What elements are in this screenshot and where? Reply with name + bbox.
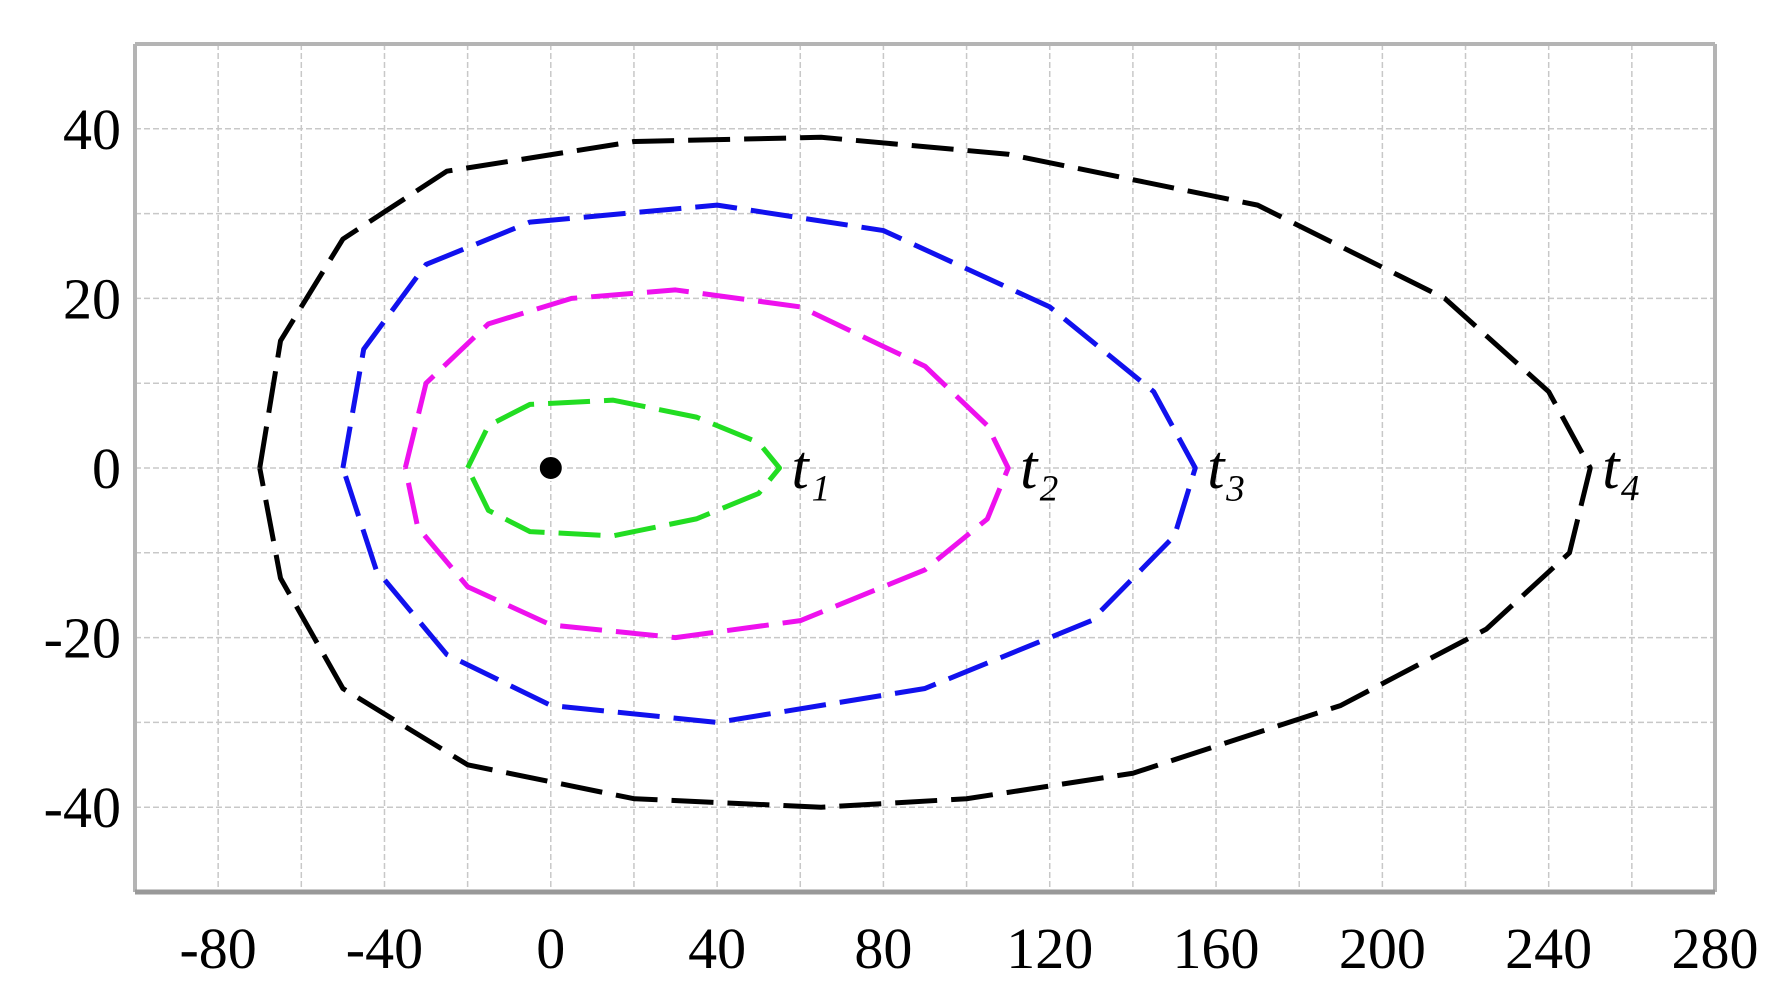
x-tick-label: 280 [1672,916,1759,981]
x-tick-label: 80 [854,916,912,981]
curve [340,202,1198,725]
y-tick-label: 0 [92,436,121,501]
x-tick-label: -80 [179,916,256,981]
x-tick-label: 40 [688,916,746,981]
x-tick-label: 0 [536,916,565,981]
curve-label: t₁ [791,434,830,502]
y-tick-label: 40 [63,97,121,162]
curve-label: t₃ [1207,434,1246,502]
curve [402,287,1011,641]
x-tick-label: 120 [1006,916,1093,981]
curve [465,397,782,539]
x-tick-label: 200 [1339,916,1426,981]
curve [257,134,1593,810]
y-tick-label: 20 [63,266,121,331]
y-tick-label: -20 [44,606,121,671]
x-tick-label: -40 [346,916,423,981]
curve-label: t₄ [1602,434,1641,502]
origin-marker [537,455,564,481]
y-tick-label: -40 [44,775,121,840]
x-tick-label: 240 [1505,916,1592,981]
curve-label: t₂ [1020,434,1059,502]
x-tick-label: 160 [1173,916,1260,981]
